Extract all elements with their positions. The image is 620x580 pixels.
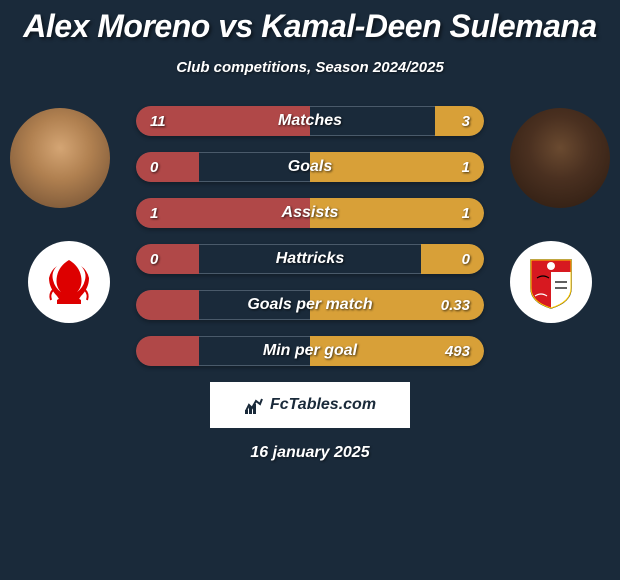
stat-right-value: 493 (445, 336, 470, 366)
subtitle: Club competitions, Season 2024/2025 (0, 59, 620, 76)
southampton-icon (521, 252, 581, 312)
date-text: 16 january 2025 (0, 444, 620, 462)
stat-label: Assists (136, 198, 484, 228)
stat-right-value: 3 (462, 106, 470, 136)
nottingham-forest-icon (39, 252, 99, 312)
stat-row: Goals per match0.33 (136, 290, 484, 320)
player-right-avatar (510, 108, 610, 208)
avatar-placeholder-icon (10, 108, 110, 208)
stat-row: 0Goals1 (136, 152, 484, 182)
fctables-logo-icon (244, 395, 264, 415)
stat-right-value: 1 (462, 152, 470, 182)
stat-label: Matches (136, 106, 484, 136)
club-right-badge (510, 241, 592, 323)
stat-row: Min per goal493 (136, 336, 484, 366)
stat-row: 1Assists1 (136, 198, 484, 228)
stat-right-value: 0.33 (441, 290, 470, 320)
stat-label: Min per goal (136, 336, 484, 366)
stat-right-value: 0 (462, 244, 470, 274)
stat-label: Goals (136, 152, 484, 182)
stat-label: Goals per match (136, 290, 484, 320)
comparison-panel: 11Matches30Goals11Assists10Hattricks0Goa… (0, 106, 620, 366)
page-title: Alex Moreno vs Kamal-Deen Sulemana (0, 0, 620, 45)
stat-row: 11Matches3 (136, 106, 484, 136)
avatar-placeholder-icon (510, 108, 610, 208)
stat-right-value: 1 (462, 198, 470, 228)
stat-label: Hattricks (136, 244, 484, 274)
attribution-box: FcTables.com (210, 382, 410, 428)
attribution-text: FcTables.com (270, 396, 376, 414)
stat-bars: 11Matches30Goals11Assists10Hattricks0Goa… (136, 106, 484, 366)
player-left-avatar (10, 108, 110, 208)
stat-row: 0Hattricks0 (136, 244, 484, 274)
club-left-badge (28, 241, 110, 323)
